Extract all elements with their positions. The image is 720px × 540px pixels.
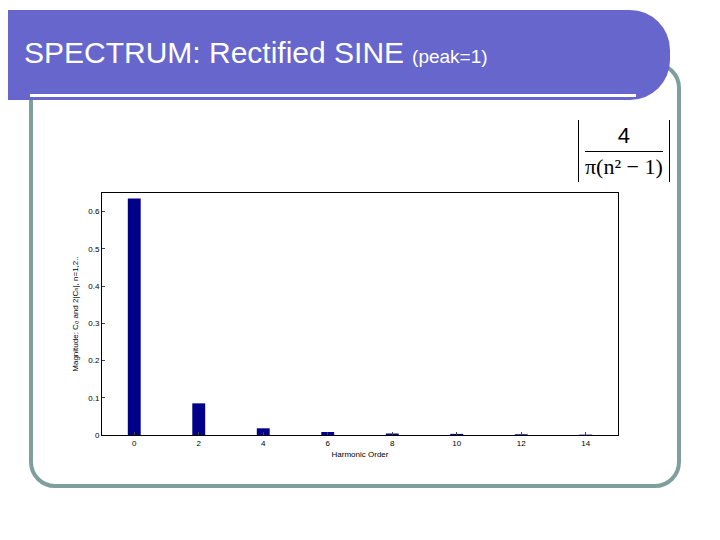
svg-text:0.4: 0.4 (88, 282, 100, 291)
svg-text:Harmonic Order: Harmonic Order (332, 450, 389, 459)
svg-text:8: 8 (390, 439, 395, 448)
html-text:SPECTRUM: Rectified SINE (peak: SPECTRUM: Rectified SINE (peak=1) (24, 36, 488, 69)
svg-text:Magnitude: C₀ and 2|Cₙ|, n=1,2: Magnitude: C₀ and 2|Cₙ|, n=1,2.. (71, 256, 80, 371)
svg-text:4: 4 (261, 439, 266, 448)
svg-text:0: 0 (132, 439, 137, 448)
svg-text:0.6: 0.6 (88, 207, 100, 216)
html-text:π(n² − 1): π(n² − 1) (585, 153, 663, 179)
svg-text:12: 12 (517, 439, 526, 448)
html-text:4: 4 (617, 122, 630, 148)
svg-text:2: 2 (197, 439, 202, 448)
svg-text:14: 14 (581, 439, 590, 448)
svg-text:0.1: 0.1 (88, 394, 100, 403)
svg-text:6: 6 (326, 439, 331, 448)
svg-text:10: 10 (452, 439, 461, 448)
svg-text:0.2: 0.2 (88, 356, 100, 365)
svg-text:0.5: 0.5 (88, 245, 100, 254)
svg-text:0: 0 (95, 431, 100, 440)
svg-text:0.3: 0.3 (88, 319, 100, 328)
